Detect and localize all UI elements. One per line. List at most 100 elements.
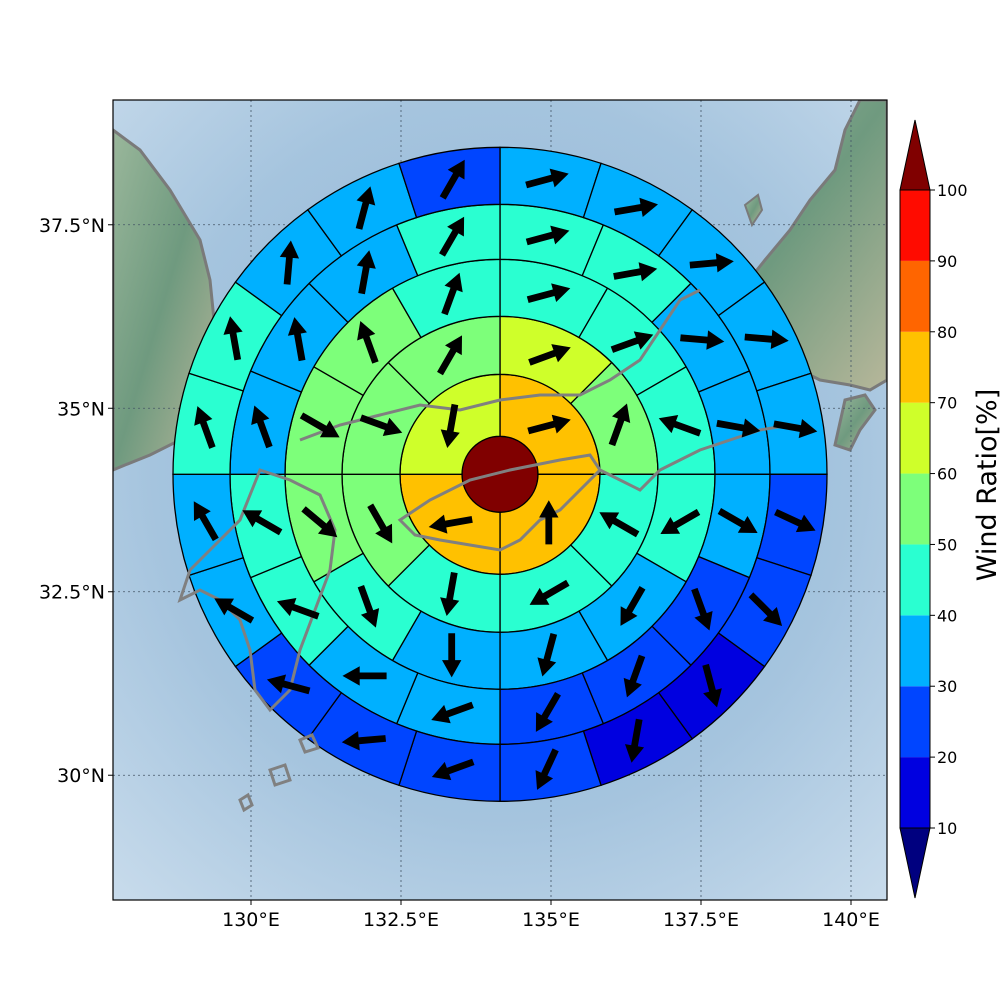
colorbar-tick-label: 10 bbox=[937, 819, 957, 838]
lon-tick-label: 130°E bbox=[222, 909, 280, 931]
wind-arrow-ring5-7 bbox=[702, 663, 722, 708]
shikoku-coastline bbox=[397, 453, 602, 552]
map-frame bbox=[112, 99, 888, 901]
colorbar-segment bbox=[900, 190, 930, 261]
colorbar-extend-max bbox=[899, 119, 931, 191]
wind-arrow-ring3-6 bbox=[442, 633, 462, 678]
lat-tick-label: 37.5°N bbox=[39, 215, 105, 237]
wind-arrow-ring5-13 bbox=[214, 598, 255, 624]
lat-tick-label: 32.5°N bbox=[39, 582, 105, 604]
colorbar-tick-label: 40 bbox=[937, 606, 957, 625]
wind-arrow-ring2-7 bbox=[437, 335, 463, 376]
wind-arrow-ring5-15 bbox=[194, 406, 216, 449]
lat-tick-label: 30°N bbox=[57, 765, 105, 787]
colorbar-label: Wind Ratio[%] bbox=[972, 389, 1000, 581]
wind-arrow-ring3-3 bbox=[660, 508, 701, 535]
wind-arrow-ring3-1 bbox=[610, 331, 654, 353]
wind-arrow-ring4-6 bbox=[623, 654, 646, 698]
colorbar-tick-label: 70 bbox=[937, 394, 957, 413]
colorbar-tick-label: 50 bbox=[937, 535, 957, 554]
wind-arrow-ring4-10 bbox=[276, 597, 320, 620]
wind-arrow-ring2-0 bbox=[528, 344, 571, 366]
wind-arrow-ring4-4 bbox=[717, 508, 758, 534]
wind-arrow-ring5-4 bbox=[773, 419, 818, 439]
wind-arrow-ring5-3 bbox=[744, 329, 789, 349]
lon-tick-label: 135°E bbox=[522, 909, 580, 931]
wind-arrow-ring5-12 bbox=[266, 674, 311, 695]
wind-arrow-ring2-2 bbox=[599, 512, 640, 538]
wind-arrow-ring2-3 bbox=[529, 579, 570, 605]
colorbar-tick-label: 30 bbox=[937, 677, 957, 696]
kyushu-coastline bbox=[177, 468, 337, 713]
wind-arrow-ring5-8 bbox=[624, 718, 645, 763]
chugoku-coastline bbox=[299, 288, 701, 442]
tsushima-island bbox=[743, 193, 764, 228]
colorbar-extend-min bbox=[899, 827, 931, 899]
wind-arrow-ring3-10 bbox=[357, 321, 379, 364]
colorbar-frame bbox=[899, 189, 931, 829]
wind-arrow-ring3-5 bbox=[537, 633, 558, 677]
wind-arrow-ring5-11 bbox=[341, 731, 387, 751]
colorbar-segment bbox=[900, 402, 930, 474]
wind-arrow-ring4-7 bbox=[535, 692, 561, 732]
map-area bbox=[112, 99, 888, 901]
wind-arrow-ring2-1 bbox=[608, 403, 631, 447]
wind-arrow-ring3-11 bbox=[441, 272, 463, 316]
wind-arrow-ring3-8 bbox=[301, 506, 338, 538]
wind-arrow-ring5-16 bbox=[223, 316, 243, 361]
colorbar-tick-label: 20 bbox=[937, 748, 957, 767]
wind-arrow-ring4-1 bbox=[613, 262, 658, 282]
boso-peninsula bbox=[833, 393, 877, 452]
wind-arrow-ring5-9 bbox=[535, 748, 559, 790]
wind-arrow-ring5-1 bbox=[613, 197, 659, 217]
map-axis-ticks: 130°E 132.5°E 135°E 137.5°E 140°E 30°N 32.5°N 3… bbox=[39, 215, 880, 931]
colorbar-tick-label: 100 bbox=[937, 181, 968, 200]
wind-arrow-ring5-17 bbox=[279, 240, 300, 285]
wind-arrow-ring3-2 bbox=[658, 414, 702, 437]
wind-arrow-ring5-18 bbox=[355, 186, 376, 230]
wind-arrow-ring4-15 bbox=[439, 216, 465, 257]
wind-arrow-ring4-11 bbox=[242, 510, 283, 536]
colorbar-segment bbox=[900, 757, 930, 828]
colorbar-tick-label: 90 bbox=[937, 252, 957, 271]
colorbar-tick-label: 60 bbox=[937, 465, 957, 484]
colorbar-segment bbox=[900, 260, 930, 332]
wind-arrow-ring1-3 bbox=[440, 403, 460, 449]
wind-arrow-ring4-3 bbox=[716, 418, 761, 438]
wind-arrow-ring3-7 bbox=[357, 584, 380, 628]
colorbar-segment bbox=[900, 331, 930, 403]
wind-arrow-ring5-10 bbox=[431, 758, 475, 781]
wind-arrow-ring3-0 bbox=[526, 283, 571, 303]
wind-arrow-ring1-2 bbox=[428, 514, 473, 534]
lon-tick-label: 137.5°E bbox=[663, 909, 739, 931]
lon-tick-label: 140°E bbox=[822, 909, 880, 931]
wind-arrow-ring2-4 bbox=[440, 571, 460, 617]
wind-arrow-ring2-6 bbox=[359, 414, 403, 437]
wind-arrow-ring4-8 bbox=[431, 701, 474, 724]
wind-arrow-ring5-2 bbox=[689, 253, 734, 273]
wind-arrow-ring4-0 bbox=[525, 225, 570, 246]
wind-arrow-ring2-5 bbox=[367, 503, 393, 544]
colorbar-segment bbox=[900, 473, 930, 545]
colorbar-segment bbox=[900, 544, 930, 616]
wind-direction-arrows bbox=[193, 159, 818, 790]
colorbar: 10 20 30 40 50 60 70 80 90 100 bbox=[899, 119, 968, 899]
wind-arrow-ring5-19 bbox=[439, 159, 465, 200]
wind-arrow-ring5-0 bbox=[525, 168, 569, 189]
wind-arrow-ring5-6 bbox=[748, 592, 783, 626]
wind-arrow-ring4-2 bbox=[680, 330, 725, 350]
wind-arrow-ring5-5 bbox=[774, 508, 816, 533]
colorbar-tick-label: 80 bbox=[937, 323, 957, 342]
wind-arrow-ring1-1 bbox=[539, 500, 559, 545]
wind-arrow-ring4-13 bbox=[287, 317, 307, 362]
wind-arrow-ring4-9 bbox=[342, 666, 387, 686]
lat-tick-label: 35°N bbox=[57, 398, 105, 420]
south-islands-coastline bbox=[238, 733, 321, 813]
wind-arrow-ring5-14 bbox=[193, 501, 219, 542]
lon-tick-label: 132.5°E bbox=[363, 909, 439, 931]
wind-arrow-ring1-0 bbox=[527, 414, 571, 435]
colorbar-segment bbox=[900, 615, 930, 687]
wind-arrow-ring4-12 bbox=[251, 405, 273, 449]
wind-arrow-ring3-4 bbox=[620, 586, 646, 626]
